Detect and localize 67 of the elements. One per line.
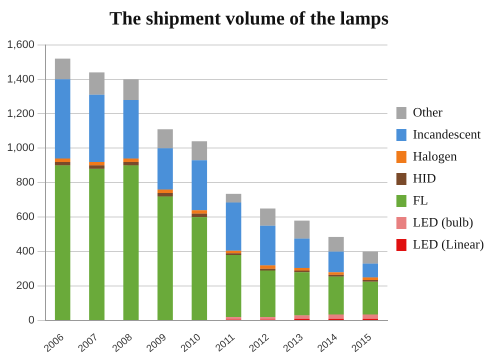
- legend-label: FL: [412, 192, 428, 208]
- legend-label: Incandescent: [412, 126, 482, 142]
- bar: [328, 272, 344, 275]
- y-tick-label: 1,400: [6, 73, 35, 86]
- bar: [362, 264, 378, 278]
- legend-label: LED (Linear): [412, 236, 484, 252]
- y-tick-label: 200: [16, 280, 35, 292]
- bar: [192, 214, 208, 218]
- bar: [328, 276, 344, 314]
- bar: [157, 196, 173, 320]
- bar: [328, 314, 344, 319]
- bar: [89, 165, 104, 169]
- y-tick-label: 800: [16, 176, 35, 189]
- legend-label: Other: [412, 104, 444, 120]
- bar: [226, 317, 242, 320]
- bar: [294, 268, 310, 271]
- bar: [260, 317, 276, 320]
- y-tick-label: 600: [16, 211, 35, 224]
- bar: [157, 192, 173, 196]
- bar: [123, 79, 139, 100]
- legend-label: LED (bulb): [412, 214, 474, 230]
- bar: [123, 162, 139, 166]
- bar: [328, 252, 344, 272]
- bar: [89, 72, 104, 95]
- bar: [226, 202, 242, 251]
- bar: [226, 255, 242, 318]
- bar: [54, 58, 70, 80]
- legend-label: Halogen: [412, 148, 458, 164]
- bar: [157, 129, 173, 148]
- bar: [89, 168, 104, 320]
- bar: [192, 217, 208, 320]
- bar: [260, 265, 276, 269]
- bar: [54, 79, 70, 159]
- bar: [123, 158, 139, 162]
- bar: [294, 238, 310, 268]
- bar: [294, 220, 310, 239]
- bar: [157, 148, 173, 190]
- bar: [328, 236, 344, 252]
- y-tick-label: 0: [28, 314, 35, 327]
- bar: [226, 250, 242, 254]
- bar: [123, 100, 139, 159]
- y-tick-label: 1,200: [6, 108, 35, 120]
- bar: [294, 315, 310, 319]
- bar: [192, 141, 208, 160]
- y-tick-label: 400: [16, 246, 35, 258]
- chart-title: The shipment volume of the lamps: [109, 8, 389, 30]
- legend-label: HID: [412, 170, 436, 186]
- bar: [192, 210, 208, 214]
- bar: [362, 314, 378, 319]
- bar: [362, 252, 378, 264]
- bar: [192, 160, 208, 210]
- bar: [89, 162, 104, 166]
- y-tick-label: 1,000: [6, 142, 35, 154]
- bar: [226, 194, 242, 202]
- bar: [260, 226, 276, 266]
- bar: [294, 272, 310, 316]
- bar: [54, 158, 70, 162]
- bar: [157, 190, 173, 193]
- bar: [362, 282, 378, 314]
- bar: [260, 208, 276, 226]
- bar: [362, 277, 378, 280]
- bar: [260, 270, 276, 318]
- y-tick-label: 1,600: [6, 38, 35, 51]
- bar: [54, 165, 70, 320]
- bar: [54, 162, 70, 166]
- bar: [123, 165, 139, 320]
- bar: [89, 94, 104, 162]
